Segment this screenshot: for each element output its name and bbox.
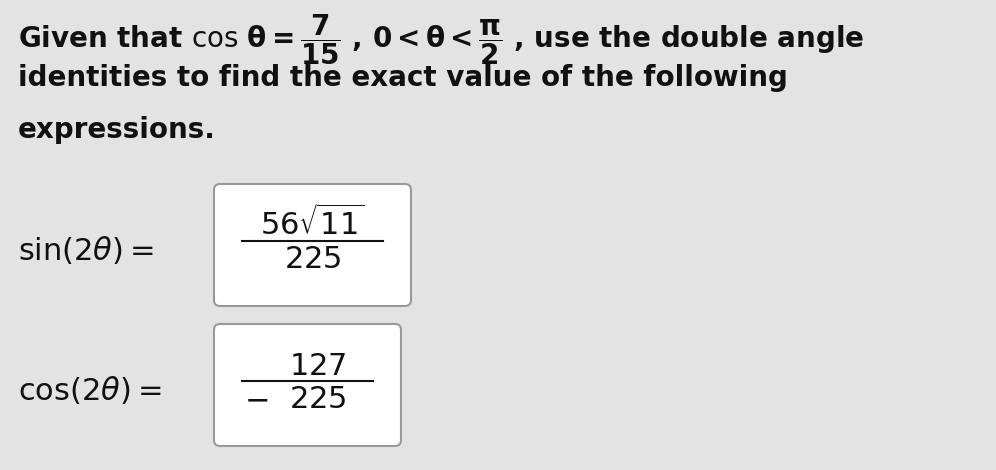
Text: $225$: $225$ [284, 245, 342, 274]
Text: $\cos(2\theta) =$: $\cos(2\theta) =$ [18, 374, 161, 406]
Text: $-$: $-$ [244, 385, 268, 414]
Text: $225$: $225$ [289, 385, 347, 414]
Text: $\sin(2\theta) =$: $\sin(2\theta) =$ [18, 234, 153, 266]
FancyBboxPatch shape [214, 184, 411, 306]
Text: $127$: $127$ [289, 352, 347, 381]
Text: identities to find the exact value of the following: identities to find the exact value of th… [18, 64, 788, 92]
Text: $56\sqrt{11}$: $56\sqrt{11}$ [260, 205, 365, 241]
Text: expressions.: expressions. [18, 116, 216, 144]
FancyBboxPatch shape [214, 324, 401, 446]
Text: Given that $\mathbf{\cos\,\theta = \dfrac{7}{15}}$ , $\mathbf{0 < \theta < \dfra: Given that $\mathbf{\cos\,\theta = \dfra… [18, 12, 865, 67]
